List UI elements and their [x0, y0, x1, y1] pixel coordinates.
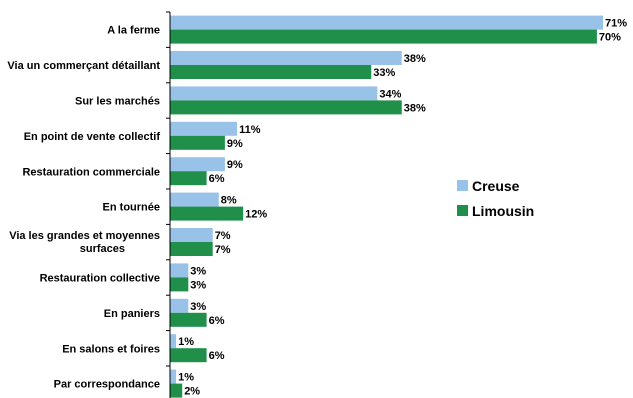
bar-creuse [170, 334, 177, 349]
value-label: 6% [209, 315, 225, 327]
category-label: En salons et foires [62, 343, 160, 355]
bar-creuse [170, 263, 189, 278]
bar-limousin [170, 100, 402, 115]
value-label: 34% [379, 88, 401, 100]
bar-limousin [170, 65, 372, 79]
value-label: 6% [209, 350, 225, 362]
value-label: 7% [215, 244, 231, 256]
value-label: 2% [184, 386, 200, 398]
bar-limousin [170, 135, 225, 150]
category-label: A la ferme [107, 25, 160, 37]
bar-creuse [170, 369, 177, 384]
value-label: 6% [209, 173, 225, 185]
value-label: 1% [178, 336, 194, 348]
category-label: Via un commerçant détaillant [7, 60, 160, 72]
bar-creuse [170, 121, 238, 136]
legend-swatch-creuse [457, 180, 468, 191]
bar-limousin [170, 312, 207, 327]
value-labels: 71%70%38%33%34%38%11%9%9%6%8%12%7%7%3%3%… [178, 18, 627, 398]
bar-creuse [170, 157, 225, 172]
value-label: 33% [373, 67, 395, 79]
category-label-line: Via les grandes et moyennes [9, 230, 160, 242]
value-label: 9% [227, 159, 243, 171]
value-label: 70% [599, 32, 621, 44]
value-label: 3% [190, 279, 206, 291]
value-label: 3% [190, 265, 206, 277]
bar-creuse [170, 298, 189, 313]
bars-group [170, 15, 603, 398]
bar-limousin [170, 206, 244, 221]
value-label: 38% [404, 102, 426, 114]
legend-label-limousin: Limousin [472, 203, 534, 219]
category-label: Restauration commerciale [22, 166, 160, 178]
bar-limousin [170, 29, 597, 44]
bar-creuse [170, 228, 213, 242]
category-label: En paniers [104, 308, 160, 320]
value-label: 7% [215, 230, 231, 242]
bar-creuse [170, 86, 378, 101]
value-label: 71% [605, 18, 627, 30]
bar-limousin [170, 383, 183, 398]
category-label: Sur les marchés [75, 96, 160, 108]
value-label: 12% [245, 209, 267, 221]
bar-creuse [170, 192, 219, 207]
bar-limousin [170, 171, 207, 186]
bar-limousin [170, 242, 213, 256]
bar-limousin [170, 277, 189, 292]
legend-swatch-limousin [457, 205, 468, 216]
value-label: 3% [190, 301, 206, 313]
category-label: En tournée [103, 202, 160, 214]
y-axis-ticks [166, 11, 170, 367]
value-label: 38% [404, 53, 426, 65]
bar-creuse [170, 15, 603, 30]
value-label: 8% [221, 195, 237, 207]
category-label: Par correspondance [54, 379, 160, 391]
category-label: En point de vente collectif [24, 131, 161, 143]
value-label: 9% [227, 138, 243, 150]
value-label: 1% [178, 372, 194, 384]
category-label: Via les grandes et moyennes surfaces [9, 230, 160, 255]
category-label-line: surfaces [80, 243, 125, 255]
category-labels: A la ferme Via un commerçant détaillant Su… [7, 25, 160, 391]
value-label: 11% [239, 124, 261, 136]
category-label: Restauration collective [40, 273, 160, 285]
bar-creuse [170, 51, 402, 65]
legend: Creuse Limousin [457, 178, 534, 219]
bar-limousin [170, 348, 207, 363]
legend-label-creuse: Creuse [472, 178, 520, 194]
